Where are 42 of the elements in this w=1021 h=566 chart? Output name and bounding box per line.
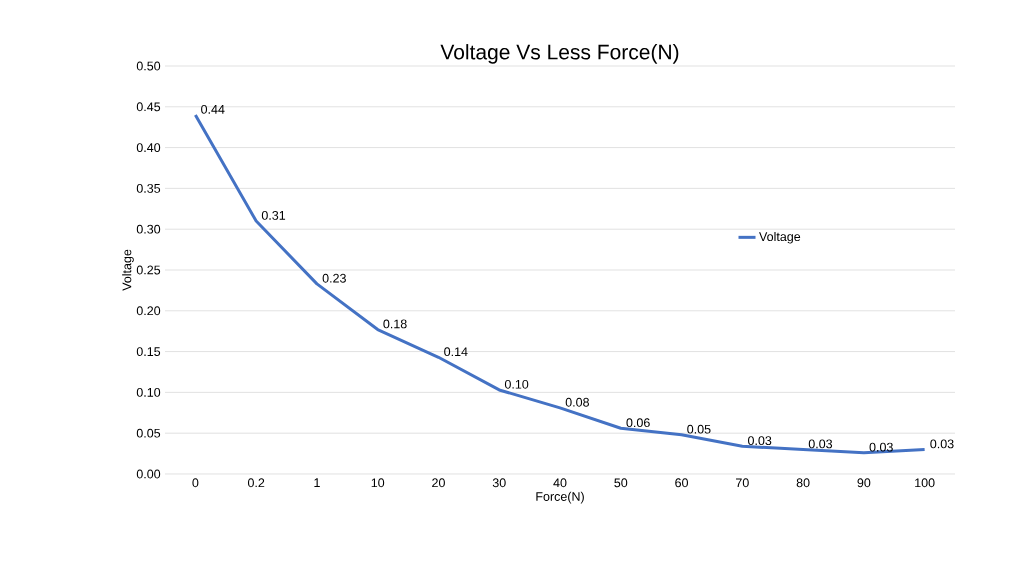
x-tick-label: 90 — [857, 478, 871, 488]
x-tick-label: 0 — [192, 478, 199, 488]
y-tick-label: 0.50 — [136, 61, 161, 71]
x-tick-label: 40 — [553, 478, 567, 488]
x-tick-label: 70 — [736, 478, 749, 488]
x-axis-title: Force(N) — [536, 491, 584, 504]
data-label: 0.03 — [869, 442, 893, 452]
x-tick-label: 10 — [371, 478, 385, 488]
data-label: 0.14 — [444, 347, 468, 357]
y-tick-label: 0.45 — [136, 102, 161, 112]
y-tick-label: 0.35 — [136, 183, 161, 193]
data-label: 0.23 — [322, 273, 346, 283]
y-tick-label: 0.30 — [136, 224, 161, 234]
data-label: 0.08 — [565, 397, 589, 407]
data-label: 0.18 — [383, 319, 407, 329]
x-tick-label: 60 — [675, 478, 689, 488]
x-tick-label: 0.2 — [247, 478, 265, 488]
x-tick-label: 50 — [614, 478, 628, 488]
x-tick-label: 20 — [432, 478, 445, 488]
data-label: 0.03 — [808, 439, 833, 449]
data-label: 0.44 — [201, 104, 225, 114]
y-tick-label: 0.15 — [136, 347, 161, 357]
line-series — [193, 113, 927, 455]
data-label: 0.03 — [748, 436, 772, 446]
y-tick-label: 0.20 — [136, 306, 161, 316]
data-label: 0.03 — [930, 439, 954, 449]
y-tick-label: 0.05 — [136, 428, 161, 438]
y-axis-title: Voltage — [122, 249, 134, 291]
x-tick-label: 1 — [314, 478, 320, 487]
data-label: 0.10 — [504, 379, 529, 389]
data-label: 0.31 — [261, 210, 286, 220]
y-tick-label: 0.25 — [136, 265, 161, 275]
chart-title: Voltage Vs Less Force(N) — [440, 44, 679, 64]
y-tick-label: 0.00 — [136, 469, 161, 479]
y-tick-label: 0.40 — [136, 143, 161, 153]
x-tick-label: 100 — [915, 478, 935, 488]
legend-label: Voltage — [759, 231, 801, 244]
x-tick-label: 30 — [492, 478, 506, 488]
data-label: 0.06 — [626, 418, 650, 428]
y-tick-label: 0.10 — [136, 387, 161, 397]
data-label: 0.05 — [687, 424, 711, 434]
x-tick-label: 80 — [796, 478, 810, 488]
